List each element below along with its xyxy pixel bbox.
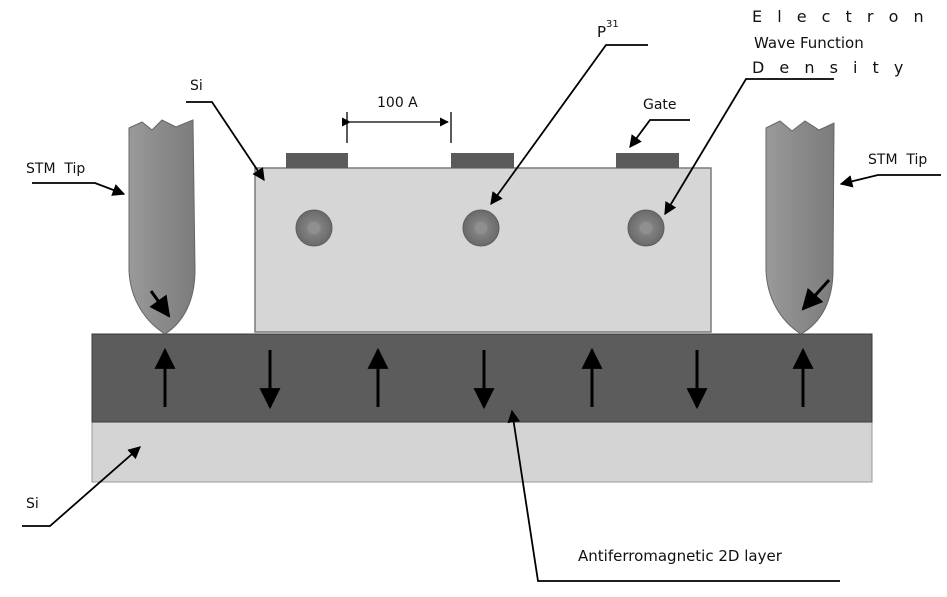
donor-right (627, 209, 665, 247)
donor-left (295, 209, 333, 247)
leader-gate (629, 119, 690, 149)
tip-arrow-left (149, 290, 171, 318)
gate-middle (451, 153, 514, 168)
leader-si-bottom (22, 446, 141, 527)
si-top-label: Si (190, 78, 203, 94)
tip-arrow-right (801, 278, 831, 311)
gate-left (286, 153, 348, 168)
afm-layer-label: Antiferromagnetic 2D layer (578, 547, 783, 565)
si-substrate (91, 420, 873, 483)
stm-tip-left (128, 119, 196, 335)
electron-label-line3: D e n s i t y (752, 58, 908, 77)
phosphorus-label: P31 (597, 19, 619, 41)
electron-label-line1: E l e c t r o n (752, 7, 929, 26)
gate-label: Gate (643, 97, 677, 113)
donor-middle (462, 209, 500, 247)
leader-si-top (186, 101, 265, 182)
stm-tip-right (765, 120, 835, 335)
leader-stm-left (32, 182, 126, 196)
leader-phosphorus (490, 44, 648, 206)
spacing-label: 100 A (377, 95, 418, 111)
stm-tip-right-label: STM Tip (868, 152, 927, 168)
leader-electron (664, 78, 834, 216)
leader-stm-right (839, 174, 941, 188)
stm-tip-left-label: STM Tip (26, 161, 85, 177)
si-bottom-label: Si (26, 496, 39, 512)
electron-label-line2: Wave Function (754, 34, 864, 52)
leader-afm (507, 409, 840, 582)
spin-arrows (154, 347, 814, 410)
si-block (254, 167, 712, 333)
afm-layer (91, 333, 873, 423)
gate-right (616, 153, 679, 168)
